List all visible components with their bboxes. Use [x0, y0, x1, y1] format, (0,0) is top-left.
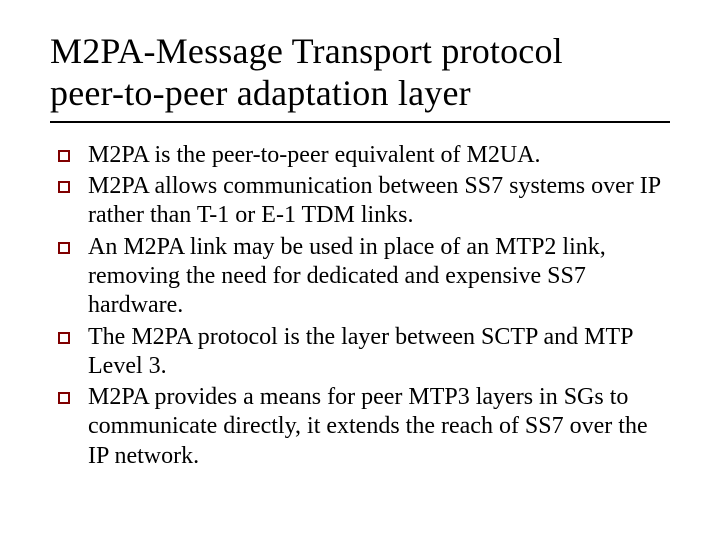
- title-line-1: M2PA-Message Transport protocol: [50, 31, 563, 71]
- bullet-text: The M2PA protocol is the layer between S…: [88, 323, 670, 382]
- bullet-text: M2PA allows communication between SS7 sy…: [88, 172, 670, 231]
- bullet-text: An M2PA link may be used in place of an …: [88, 233, 670, 321]
- title-underline: [50, 121, 670, 123]
- square-bullet-icon: [58, 242, 70, 254]
- bullet-text: M2PA is the peer-to-peer equivalent of M…: [88, 141, 670, 170]
- list-item: M2PA provides a means for peer MTP3 laye…: [58, 383, 670, 471]
- list-item: The M2PA protocol is the layer between S…: [58, 323, 670, 382]
- square-bullet-icon: [58, 150, 70, 162]
- bullet-text: M2PA provides a means for peer MTP3 laye…: [88, 383, 670, 471]
- square-bullet-icon: [58, 332, 70, 344]
- list-item: M2PA allows communication between SS7 sy…: [58, 172, 670, 231]
- square-bullet-icon: [58, 392, 70, 404]
- title-line-2: peer-to-peer adaptation layer: [50, 73, 471, 113]
- bullet-list: M2PA is the peer-to-peer equivalent of M…: [58, 141, 670, 471]
- square-bullet-icon: [58, 181, 70, 193]
- slide-title: M2PA-Message Transport protocol peer-to-…: [50, 30, 670, 115]
- slide: M2PA-Message Transport protocol peer-to-…: [0, 0, 720, 540]
- list-item: An M2PA link may be used in place of an …: [58, 233, 670, 321]
- list-item: M2PA is the peer-to-peer equivalent of M…: [58, 141, 670, 170]
- title-block: M2PA-Message Transport protocol peer-to-…: [50, 30, 670, 123]
